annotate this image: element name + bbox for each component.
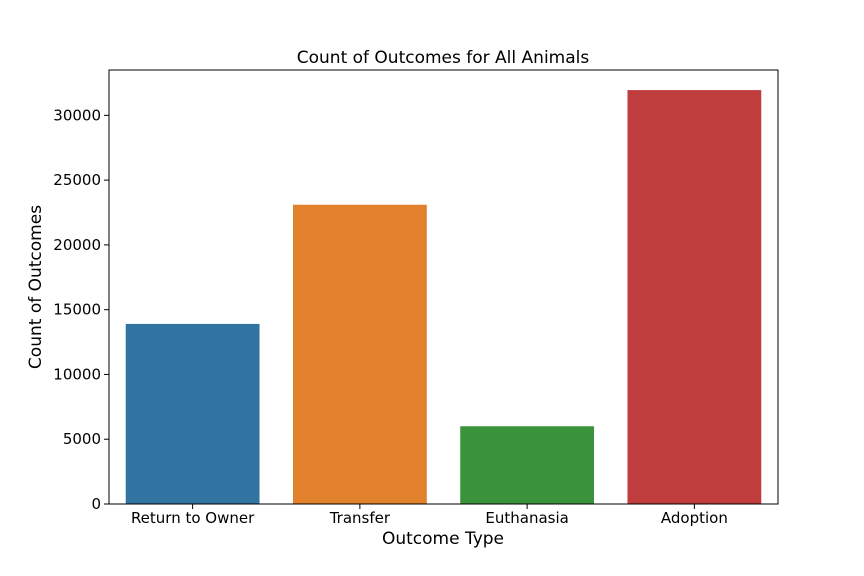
bar-euthanasia xyxy=(460,426,595,504)
x-axis-label: Outcome Type xyxy=(382,529,504,549)
y-tick-label: 25000 xyxy=(53,171,101,189)
y-tick-label: 20000 xyxy=(53,236,101,254)
x-axis-ticks: Return to Owner Transfer Euthanasia Adoptio… xyxy=(131,504,728,527)
x-tick-label: Transfer xyxy=(329,509,391,527)
x-tick-label: Return to Owner xyxy=(131,509,255,527)
plot-frame xyxy=(108,69,779,505)
y-tick-label: 30000 xyxy=(53,106,101,124)
y-axis-label: Count of Outcomes xyxy=(26,205,46,369)
y-tick-label: 10000 xyxy=(53,365,101,383)
bars-group xyxy=(125,90,762,505)
bar-adoption xyxy=(627,90,762,504)
chart-title: Count of Outcomes for All Animals xyxy=(297,48,590,68)
bar-transfer xyxy=(292,204,427,505)
y-tick-label: 0 xyxy=(91,495,101,513)
bar-return-to-owner xyxy=(125,323,260,504)
y-tick-label: 15000 xyxy=(53,301,101,319)
y-axis-ticks: 0 5000 10000 15000 20000 25000 30000 xyxy=(53,106,109,513)
x-tick-label: Adoption xyxy=(661,509,728,527)
y-tick-label: 5000 xyxy=(63,430,101,448)
x-tick-label: Euthanasia xyxy=(485,509,568,527)
